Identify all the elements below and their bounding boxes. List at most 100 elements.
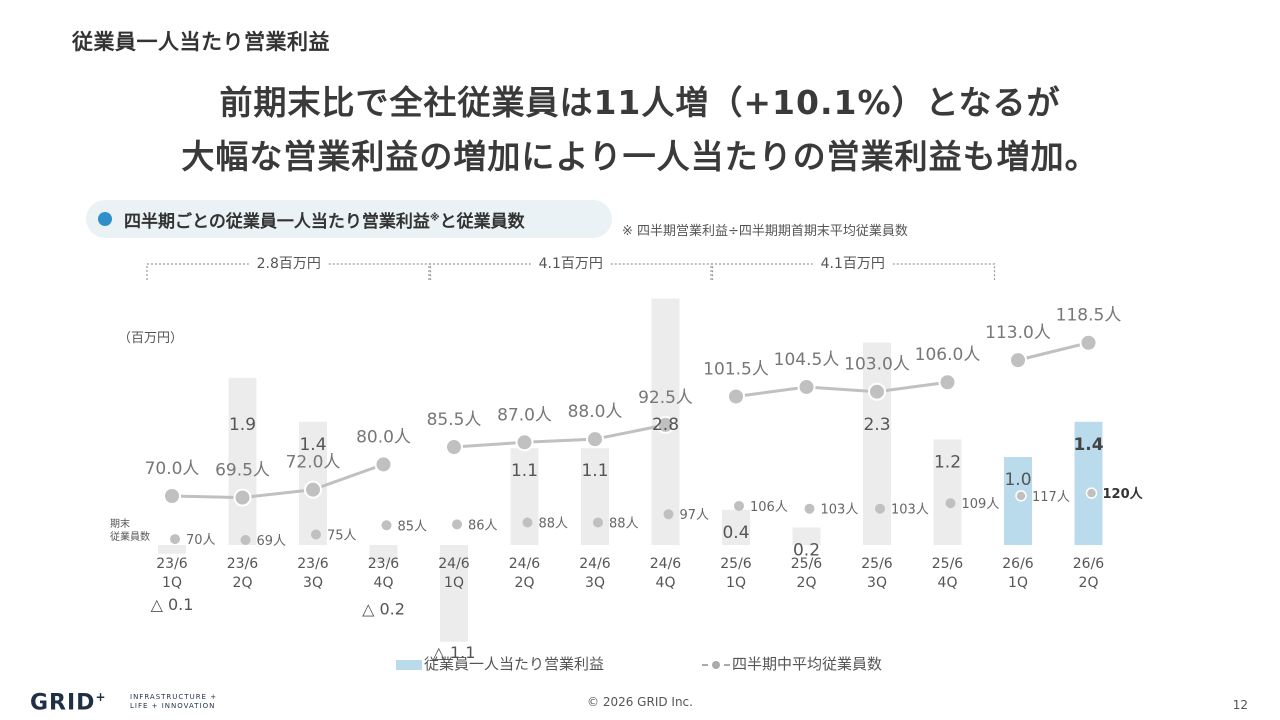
- line-label-8: 101.5人: [703, 359, 769, 379]
- end-dot-4: [452, 519, 462, 530]
- line-point-12: [1009, 351, 1027, 370]
- category-label-2: 23/6: [297, 556, 329, 572]
- line-segment-1: [453, 423, 666, 449]
- legend-line-swatch: [702, 659, 730, 671]
- category-q-label-9: 2Q: [797, 575, 817, 591]
- category-label-12: 26/6: [1002, 556, 1034, 572]
- headline-line-2: 大幅な営業利益の増加により一人当たりの営業利益も増加。: [181, 137, 1099, 176]
- category-q-label-10: 3Q: [867, 575, 887, 591]
- legend-item-bar: 従業員一人当たり営業利益: [396, 653, 604, 674]
- category-q-label-13: 2Q: [1079, 575, 1099, 591]
- line-label-1: 69.5人: [215, 461, 270, 481]
- end-label-3: 85人: [398, 519, 428, 534]
- end-label-2: 75人: [327, 528, 357, 543]
- bar-label-10: 2.3: [863, 415, 890, 435]
- bar-label-8: 0.4: [722, 523, 749, 543]
- end-dot-9: [804, 503, 815, 514]
- bar-label-1: 1.9: [229, 415, 256, 435]
- bar-label-5: 1.1: [511, 461, 538, 481]
- category-q-label-5: 2Q: [515, 575, 535, 591]
- end-label-9: 103人: [821, 503, 859, 518]
- category-q-label-11: 4Q: [938, 575, 958, 591]
- end-dot-6: [593, 517, 603, 528]
- legend-item-line: 四半期中平均従業員数: [702, 653, 882, 674]
- category-label-1: 23/6: [227, 556, 259, 572]
- category-label-0: 23/6: [156, 556, 188, 572]
- logo-text: GRID+: [30, 690, 107, 715]
- end-label-1: 69人: [257, 534, 287, 549]
- bar-label-13: 1.4: [1073, 435, 1103, 455]
- end-dot-7: [663, 509, 674, 520]
- line-label-2: 72.0人: [286, 453, 341, 473]
- end-dot-5: [522, 517, 533, 528]
- end-label-13: 120人: [1103, 486, 1144, 502]
- section-title: 四半期ごとの従業員一人当たり営業利益※と従業員数: [124, 207, 525, 232]
- line-point-3: [374, 455, 393, 474]
- line-point-11: [938, 373, 957, 392]
- legend-bar-label: 従業員一人当たり営業利益: [424, 655, 605, 673]
- category-q-label-7: 4Q: [656, 575, 676, 591]
- bar-0: [158, 545, 186, 554]
- category-q-label-4: 1Q: [444, 575, 464, 591]
- category-q-label-2: 3Q: [303, 575, 323, 591]
- line-series: [163, 333, 1098, 545]
- line-label-13: 118.5人: [1056, 306, 1122, 326]
- category-label-8: 25/6: [720, 556, 752, 572]
- period-end-label-1: 期末: [110, 517, 130, 530]
- bar-label-9: 0.2: [793, 540, 820, 560]
- bar-3: [369, 545, 398, 563]
- line-label-3: 80.0人: [356, 427, 411, 447]
- line-segment-2: [735, 380, 948, 398]
- annual-brackets: 2.8百万円 4.1百万円 4.1百万円: [146, 256, 996, 280]
- bracket-2: [710, 263, 996, 280]
- category-q-label-6: 3Q: [585, 575, 605, 591]
- logo-sub-2: LIFE + INNOVATION: [130, 702, 216, 710]
- bar-label-12: 1.0: [1004, 470, 1031, 490]
- bar-label-2: 1.4: [299, 435, 326, 455]
- line-label-4: 85.5人: [427, 410, 482, 430]
- category-q-label-0: 1Q: [162, 575, 182, 591]
- headline-line-1: 前期末比で全社従業員は11人増（+10.1%）となるが: [219, 83, 1061, 122]
- line-point-4: [445, 438, 463, 457]
- line-point-10: [868, 382, 886, 401]
- bar-12: [1004, 457, 1032, 545]
- bar-label-7: 2.8: [652, 415, 679, 435]
- end-label-12: 117人: [1032, 490, 1070, 505]
- end-dot-12: [1015, 490, 1027, 502]
- bar-label-3: △ 0.2: [362, 600, 405, 619]
- bar-5: [510, 448, 539, 545]
- category-label-11: 25/6: [932, 556, 964, 572]
- end-label-7: 97人: [680, 508, 710, 523]
- legend-bar-swatch: [396, 659, 422, 670]
- category-label-13: 26/6: [1073, 556, 1105, 572]
- line-point-13: [1079, 333, 1098, 352]
- end-dot-2: [311, 529, 321, 540]
- category-q-label-12: 1Q: [1008, 575, 1028, 591]
- legend-line-label: 四半期中平均従業員数: [732, 655, 883, 673]
- line-label-0: 70.0人: [145, 459, 200, 479]
- end-label-5: 88人: [539, 517, 569, 532]
- bar-11: [933, 439, 962, 545]
- copyright: © 2026 GRID Inc.: [587, 695, 693, 709]
- logo-plus: +: [95, 690, 107, 704]
- line-label-10: 103.0人: [844, 355, 910, 375]
- line-label-6: 88.0人: [568, 402, 623, 422]
- category-q-label-3: 4Q: [374, 575, 394, 591]
- line-point-0: [163, 487, 181, 505]
- line-point-8: [727, 387, 745, 406]
- bar-4: [440, 545, 468, 642]
- line-point-9: [797, 377, 816, 396]
- bar-label-0: △ 0.1: [151, 595, 194, 614]
- category-label-6: 24/6: [579, 556, 611, 572]
- section-header: 四半期ごとの従業員一人当たり営業利益※と従業員数: [86, 200, 612, 238]
- end-label-8: 106人: [750, 500, 788, 515]
- bracket-label-1: 4.1百万円: [539, 256, 603, 272]
- bracket-label-2: 4.1百万円: [821, 256, 885, 272]
- section-title-tail: と従業員数: [439, 212, 525, 232]
- line-point-1: [233, 488, 252, 507]
- section-note: ※ 四半期営業利益÷四半期期首期末平均従業員数: [622, 224, 908, 239]
- line-point-5: [515, 433, 534, 452]
- end-label-6: 88人: [609, 517, 639, 532]
- bracket-label-0: 2.8百万円: [257, 256, 321, 272]
